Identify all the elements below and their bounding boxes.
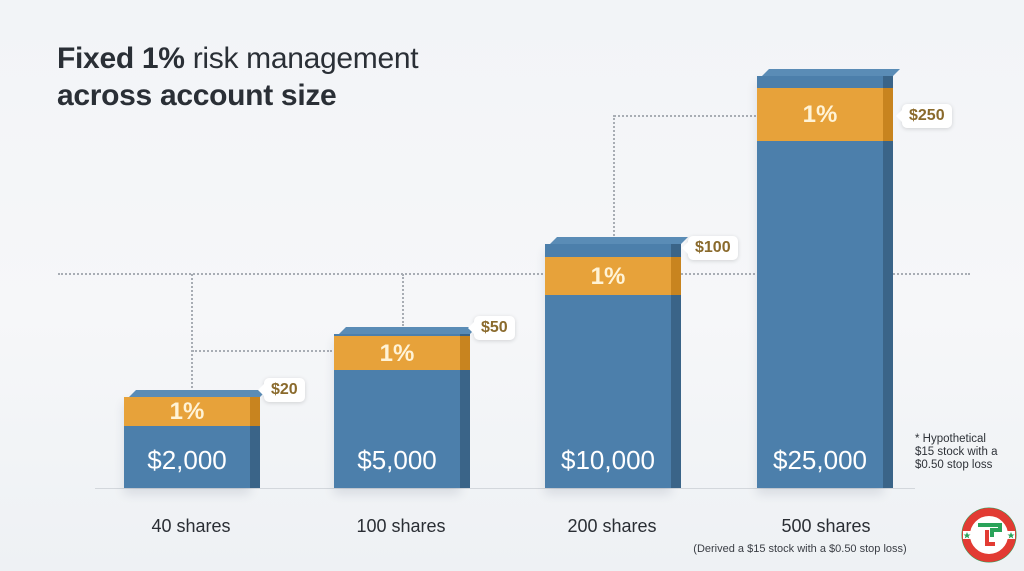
guide-line-10000 <box>58 273 970 275</box>
bar-25000: 1% $25,000 <box>757 69 900 488</box>
guide-vline-2 <box>402 274 404 326</box>
risk-pct-label: 1% <box>802 101 838 128</box>
derived-note: (Derived a $15 stock with a $0.50 stop l… <box>693 543 907 555</box>
risk-callout-100: $100 <box>682 236 738 260</box>
x-label-500-shares: 500 shares <box>781 516 871 536</box>
account-amount-label: $25,000 <box>773 445 867 475</box>
account-amount-label: $5,000 <box>357 445 437 475</box>
account-amount-label: $2,000 <box>147 445 227 475</box>
x-label-200-shares: 200 shares <box>567 516 657 536</box>
footnote: * Hypothetical $15 stock with a $0.50 st… <box>915 433 998 471</box>
bar-5000: 1% $5,000 <box>334 327 477 488</box>
risk-callout-50: $50 <box>468 316 515 340</box>
bar-10000: 1% $10,000 <box>545 237 688 488</box>
risk-callout-20: $20 <box>258 378 305 402</box>
guide-line-25000 <box>614 115 756 117</box>
x-label-100-shares: 100 shares <box>356 516 446 536</box>
guide-line-5000 <box>192 350 332 352</box>
risk-pct-label: 1% <box>590 263 626 290</box>
risk-pct-label: 1% <box>379 340 415 367</box>
chart-title: Fixed 1% risk management across account s… <box>57 42 419 112</box>
x-label-40-shares: 40 shares <box>151 516 231 536</box>
guide-vline-1 <box>191 274 193 392</box>
guide-vline-3 <box>613 115 615 239</box>
account-amount-label: $10,000 <box>561 445 655 475</box>
bar-2000: 1% $2,000 <box>124 390 267 488</box>
risk-callout-250: $250 <box>896 104 952 128</box>
chart-baseline <box>95 488 915 489</box>
brand-logo-icon <box>961 507 1017 563</box>
risk-pct-label: 1% <box>169 398 205 425</box>
